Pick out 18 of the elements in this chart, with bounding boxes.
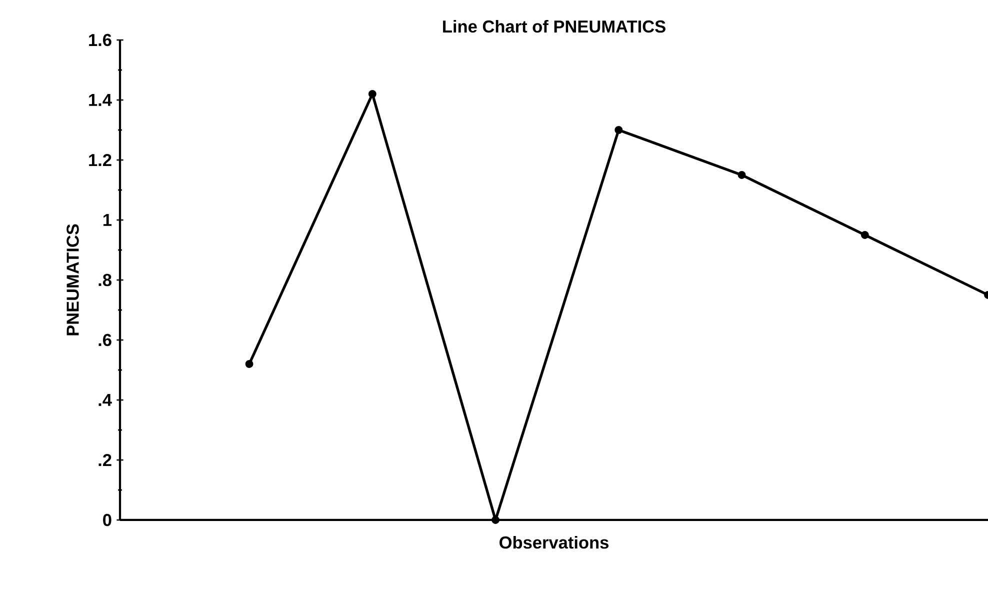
y-tick-label: 1.4 (89, 94, 112, 106)
point (492, 516, 500, 524)
point (860, 230, 869, 239)
y-tick-label: 0 (103, 514, 112, 526)
y-tick-label: .8 (98, 274, 112, 286)
chart-title: Line Chart of PNEUMATICS (443, 20, 666, 32)
y-tick-label: 1 (103, 214, 112, 226)
point (245, 360, 254, 368)
point (614, 126, 623, 134)
y-tick-label: .4 (98, 394, 112, 406)
x-axis-title: Observations (500, 536, 608, 548)
y-axis-title: PNEUMATICS (66, 224, 79, 336)
y-tick-label: 1.6 (89, 34, 112, 46)
y-tick-label: .6 (98, 334, 112, 346)
point (368, 90, 376, 98)
y-tick-label: .2 (98, 454, 112, 466)
y-tick-label: 1.2 (89, 154, 112, 166)
point (738, 170, 746, 179)
